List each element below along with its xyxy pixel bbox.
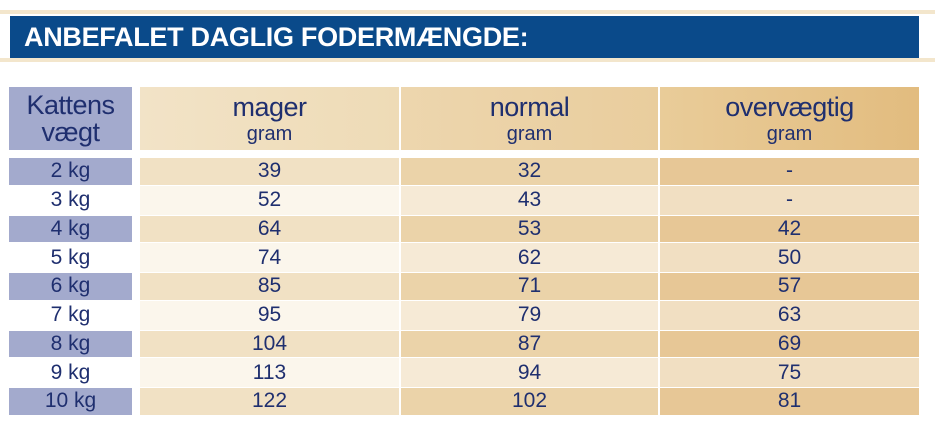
row-weight: 10 kg: [9, 388, 132, 415]
row-weight: 6 kg: [9, 273, 132, 300]
header-mager: mager gram: [140, 87, 399, 150]
cell-mager: 104: [140, 330, 399, 358]
header-weight: Kattens vægt: [9, 87, 132, 150]
title-band: [10, 16, 919, 58]
cell-overvaegtig: 50: [660, 243, 919, 272]
header-overvaegtig: overvægtig gram: [660, 87, 919, 150]
cell-normal: 43: [401, 185, 658, 215]
header-weight-line2: vægt: [41, 116, 100, 147]
cell-normal: 79: [401, 300, 658, 330]
cell-normal: 71: [401, 273, 658, 300]
header-overvaegtig-label: overvægtig: [725, 91, 854, 122]
cell-overvaegtig: 63: [660, 300, 919, 330]
header-mager-unit: gram: [246, 122, 293, 145]
cell-mager: 52: [140, 185, 399, 215]
page-title: ANBEFALET DAGLIG FODERMÆNGDE:: [24, 22, 529, 52]
cell-overvaegtig: -: [660, 185, 919, 215]
row-weight: 5 kg: [50, 245, 91, 269]
cell-overvaegtig: 57: [660, 273, 919, 300]
header-weight-line1: Kattens: [26, 89, 115, 120]
cell-mager: 113: [140, 358, 399, 387]
header-normal-unit: gram: [506, 122, 553, 145]
cell-normal: 32: [401, 158, 658, 185]
header-normal: normal gram: [401, 87, 658, 150]
cell-overvaegtig: -: [660, 158, 919, 185]
cell-overvaegtig: 42: [660, 215, 919, 243]
row-weight: 8 kg: [9, 330, 132, 358]
row-weight: 2 kg: [9, 158, 132, 185]
header-normal-label: normal: [489, 91, 570, 122]
cell-overvaegtig: 81: [660, 388, 919, 415]
cell-mager: 39: [140, 158, 399, 185]
cell-normal: 94: [401, 358, 658, 387]
cell-mager: 85: [140, 273, 399, 300]
cell-mager: 95: [140, 300, 399, 330]
row-weight: 4 kg: [9, 215, 132, 243]
cell-overvaegtig: 75: [660, 358, 919, 387]
cell-overvaegtig: 69: [660, 330, 919, 358]
header-mager-label: mager: [232, 91, 307, 122]
cell-mager: 122: [140, 388, 399, 415]
cell-normal: 53: [401, 215, 658, 243]
cell-normal: 102: [401, 388, 658, 415]
row-weight: 7 kg: [50, 303, 91, 327]
header-overvaegtig-unit: gram: [766, 122, 813, 145]
cell-mager: 64: [140, 215, 399, 243]
row-weight: 9 kg: [50, 360, 91, 384]
cell-mager: 74: [140, 243, 399, 272]
cell-normal: 87: [401, 330, 658, 358]
row-weight: 3 kg: [50, 188, 91, 212]
cell-normal: 62: [401, 243, 658, 272]
